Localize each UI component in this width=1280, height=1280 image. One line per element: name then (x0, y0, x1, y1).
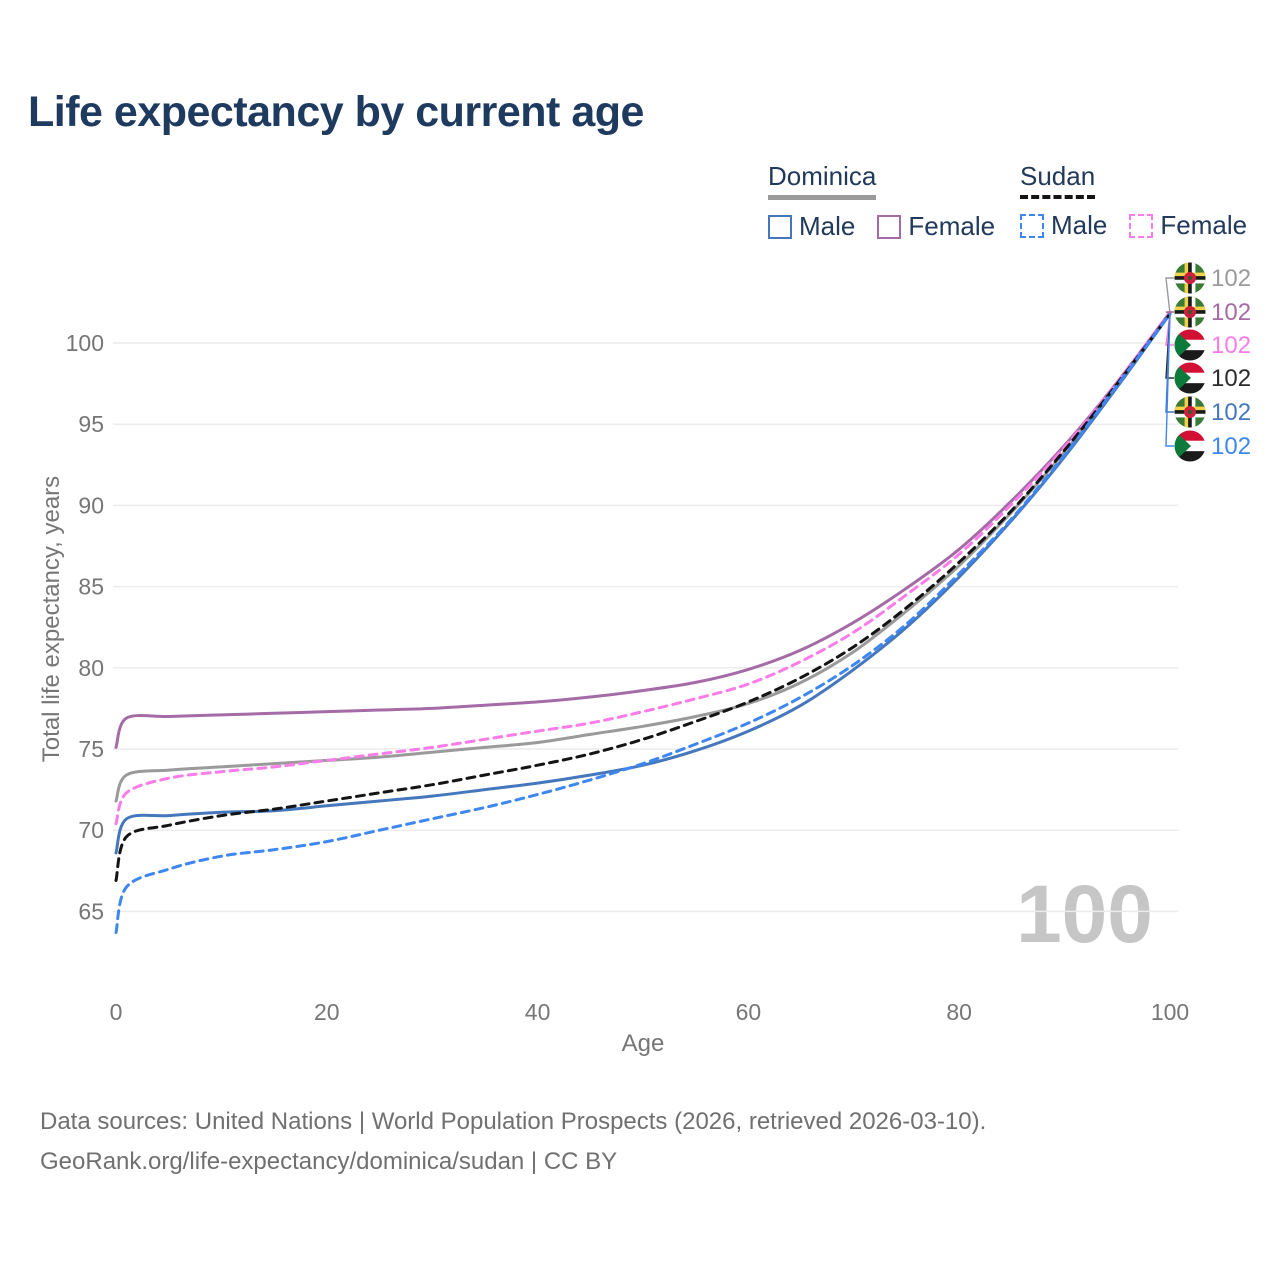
end-value-label: 102 (1211, 299, 1251, 326)
end-label-dominica: 102 (1174, 396, 1251, 428)
x-tick-label: 0 (110, 999, 123, 1025)
legend-dominica-label[interactable]: Dominica (768, 161, 877, 200)
series-line-dominica-female[interactable] (114, 310, 1172, 749)
series-line-dominica[interactable] (114, 312, 1172, 803)
legend-item-sudan-female[interactable]: Female (1129, 210, 1247, 241)
end-value-label: 102 (1211, 399, 1251, 426)
x-tick-label: 20 (314, 999, 340, 1025)
dominica-female-swatch-icon (877, 214, 902, 239)
series-line-sudan[interactable] (114, 312, 1172, 882)
x-tick-label: 100 (1151, 999, 1189, 1025)
legend-row-sudan: Male Female (1020, 210, 1269, 241)
series-line-dominica-male[interactable] (114, 312, 1172, 855)
y-tick-label: 100 (66, 330, 104, 356)
leader-line (1165, 313, 1174, 447)
end-value-label: 102 (1211, 265, 1251, 292)
legend-item-dominica-male[interactable]: Male (768, 211, 855, 242)
dominica-male-swatch-icon (768, 214, 792, 239)
legend-row-dominica: Male Female (768, 211, 1017, 242)
legend-item-sudan-male[interactable]: Male (1020, 210, 1107, 241)
dominica-flag-icon (1174, 296, 1206, 328)
legend-item-label: Female (908, 211, 996, 241)
end-value-label: 102 (1211, 433, 1251, 460)
y-tick-label: 90 (78, 492, 104, 518)
legend-group-dominica: Dominica Male Female (768, 161, 1017, 242)
page-title: Life expectancy by current age (28, 88, 644, 136)
legend-item-label: Female (1160, 210, 1248, 240)
sudan-male-swatch-icon (1020, 213, 1044, 238)
footer-attribution: GeoRank.org/life-expectancy/dominica/sud… (40, 1148, 618, 1175)
end-value-label: 102 (1211, 365, 1251, 392)
sudan-flag-icon (1174, 362, 1206, 394)
leader-line (1165, 277, 1174, 314)
legend-sudan-label[interactable]: Sudan (1020, 161, 1096, 199)
x-tick-label: 40 (525, 999, 551, 1025)
footer-data-sources: Data sources: United Nations | World Pop… (40, 1108, 987, 1135)
y-tick-label: 85 (78, 574, 104, 600)
y-tick-label: 65 (78, 898, 104, 924)
x-tick-label: 80 (946, 999, 972, 1025)
end-label-sudan: 102 (1174, 329, 1251, 361)
end-label-dominica: 102 (1174, 296, 1251, 328)
y-tick-label: 75 (78, 736, 104, 762)
leader-line (1165, 311, 1174, 315)
dominica-flag-icon (1174, 396, 1206, 428)
sudan-flag-icon (1174, 430, 1206, 462)
end-label-dominica: 102 (1174, 262, 1251, 294)
sudan-female-swatch-icon (1129, 213, 1154, 238)
end-label-sudan: 102 (1174, 430, 1251, 462)
x-tick-label: 60 (736, 999, 762, 1025)
y-tick-label: 70 (78, 817, 104, 843)
x-axis-title: Age (621, 1030, 665, 1057)
legend-item-label: Male (799, 211, 856, 241)
series-line-sudan-male[interactable] (114, 312, 1172, 934)
dominica-flag-icon (1174, 262, 1206, 294)
series-line-sudan-female[interactable] (114, 310, 1172, 826)
legend-item-label: Male (1051, 210, 1108, 240)
legend-group-sudan: Sudan Male Female (1020, 161, 1269, 241)
end-value-label: 102 (1211, 332, 1251, 359)
end-label-sudan: 102 (1174, 362, 1251, 394)
sudan-flag-icon (1174, 329, 1206, 361)
age-watermark: 100 (1016, 869, 1153, 960)
y-tick-label: 80 (78, 655, 104, 681)
legend-item-dominica-female[interactable]: Female (877, 211, 995, 242)
y-tick-label: 95 (78, 411, 104, 437)
